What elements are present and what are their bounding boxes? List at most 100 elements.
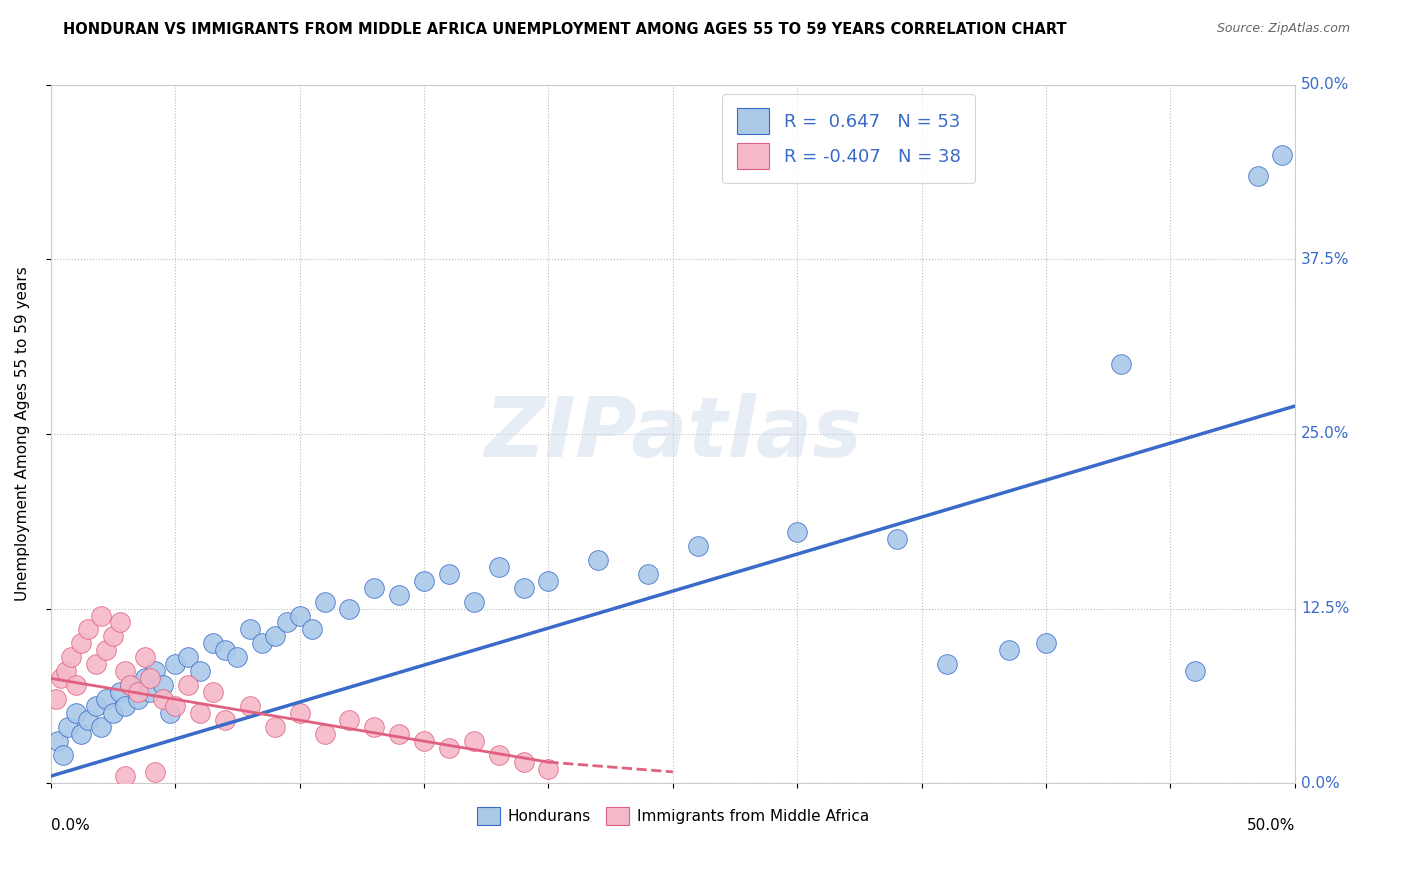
Point: [437, 566, 460, 581]
Point: [127, 692, 149, 706]
Text: 50.0%: 50.0%: [1301, 78, 1350, 93]
Point: [94, 692, 117, 706]
Point: [176, 650, 198, 665]
Point: [201, 636, 224, 650]
Point: [314, 727, 336, 741]
Point: [84, 657, 107, 672]
Point: [90, 720, 112, 734]
Point: [139, 671, 162, 685]
Point: [288, 608, 311, 623]
Point: [1035, 636, 1057, 650]
Point: [143, 665, 166, 679]
Point: [69, 636, 91, 650]
Point: [363, 720, 385, 734]
Point: [339, 601, 361, 615]
Point: [388, 727, 411, 741]
Text: HONDURAN VS IMMIGRANTS FROM MIDDLE AFRICA UNEMPLOYMENT AMONG AGES 55 TO 59 YEARS: HONDURAN VS IMMIGRANTS FROM MIDDLE AFRIC…: [63, 22, 1067, 37]
Point: [1246, 169, 1268, 183]
Point: [463, 734, 485, 748]
Point: [263, 720, 285, 734]
Point: [488, 748, 510, 763]
Point: [188, 665, 211, 679]
Point: [65, 678, 87, 692]
Point: [45, 692, 67, 706]
Point: [134, 671, 156, 685]
Point: [363, 581, 385, 595]
Point: [110, 615, 132, 630]
Point: [143, 764, 166, 779]
Point: [413, 574, 436, 588]
Y-axis label: Unemployment Among Ages 55 to 59 years: Unemployment Among Ages 55 to 59 years: [15, 267, 30, 601]
Point: [59, 650, 82, 665]
Text: 25.0%: 25.0%: [1301, 426, 1350, 442]
Point: [90, 608, 112, 623]
Point: [165, 657, 187, 672]
Point: [101, 630, 124, 644]
Point: [114, 699, 136, 714]
Text: ZIPatlas: ZIPatlas: [484, 393, 862, 475]
Point: [463, 594, 485, 608]
Point: [512, 755, 534, 769]
Point: [152, 692, 174, 706]
Point: [1184, 665, 1206, 679]
Text: 50.0%: 50.0%: [1247, 818, 1295, 833]
Point: [686, 539, 709, 553]
Point: [488, 559, 510, 574]
Point: [239, 623, 262, 637]
Point: [537, 762, 560, 776]
Point: [55, 665, 77, 679]
Text: Source: ZipAtlas.com: Source: ZipAtlas.com: [1216, 22, 1350, 36]
Point: [69, 727, 91, 741]
Point: [886, 532, 908, 546]
Point: [437, 741, 460, 756]
Point: [314, 594, 336, 608]
Point: [49, 671, 72, 685]
Point: [388, 588, 411, 602]
Point: [288, 706, 311, 721]
Point: [786, 524, 808, 539]
Point: [159, 706, 181, 721]
Point: [339, 713, 361, 727]
Point: [1109, 357, 1132, 371]
Point: [46, 734, 69, 748]
Point: [512, 581, 534, 595]
Point: [77, 713, 100, 727]
Point: [84, 699, 107, 714]
Point: [139, 685, 162, 699]
Point: [114, 665, 136, 679]
Point: [120, 678, 142, 692]
Point: [134, 650, 156, 665]
Point: [94, 643, 117, 657]
Point: [413, 734, 436, 748]
Text: 0.0%: 0.0%: [51, 818, 90, 833]
Point: [214, 713, 236, 727]
Point: [214, 643, 236, 657]
Point: [252, 636, 274, 650]
Text: 0.0%: 0.0%: [1301, 775, 1340, 790]
Text: 37.5%: 37.5%: [1301, 252, 1350, 267]
Point: [127, 685, 149, 699]
Text: 12.5%: 12.5%: [1301, 601, 1350, 616]
Point: [152, 678, 174, 692]
Point: [101, 706, 124, 721]
Legend: Hondurans, Immigrants from Middle Africa: Hondurans, Immigrants from Middle Africa: [471, 800, 875, 831]
Point: [58, 720, 80, 734]
Point: [239, 699, 262, 714]
Point: [120, 678, 142, 692]
Point: [637, 566, 659, 581]
Point: [77, 623, 100, 637]
Point: [586, 552, 609, 566]
Point: [301, 623, 323, 637]
Point: [1271, 147, 1294, 161]
Point: [935, 657, 957, 672]
Point: [176, 678, 198, 692]
Point: [65, 706, 87, 721]
Point: [188, 706, 211, 721]
Point: [52, 748, 75, 763]
Point: [226, 650, 249, 665]
Point: [114, 769, 136, 783]
Point: [110, 685, 132, 699]
Point: [263, 630, 285, 644]
Point: [165, 699, 187, 714]
Point: [276, 615, 298, 630]
